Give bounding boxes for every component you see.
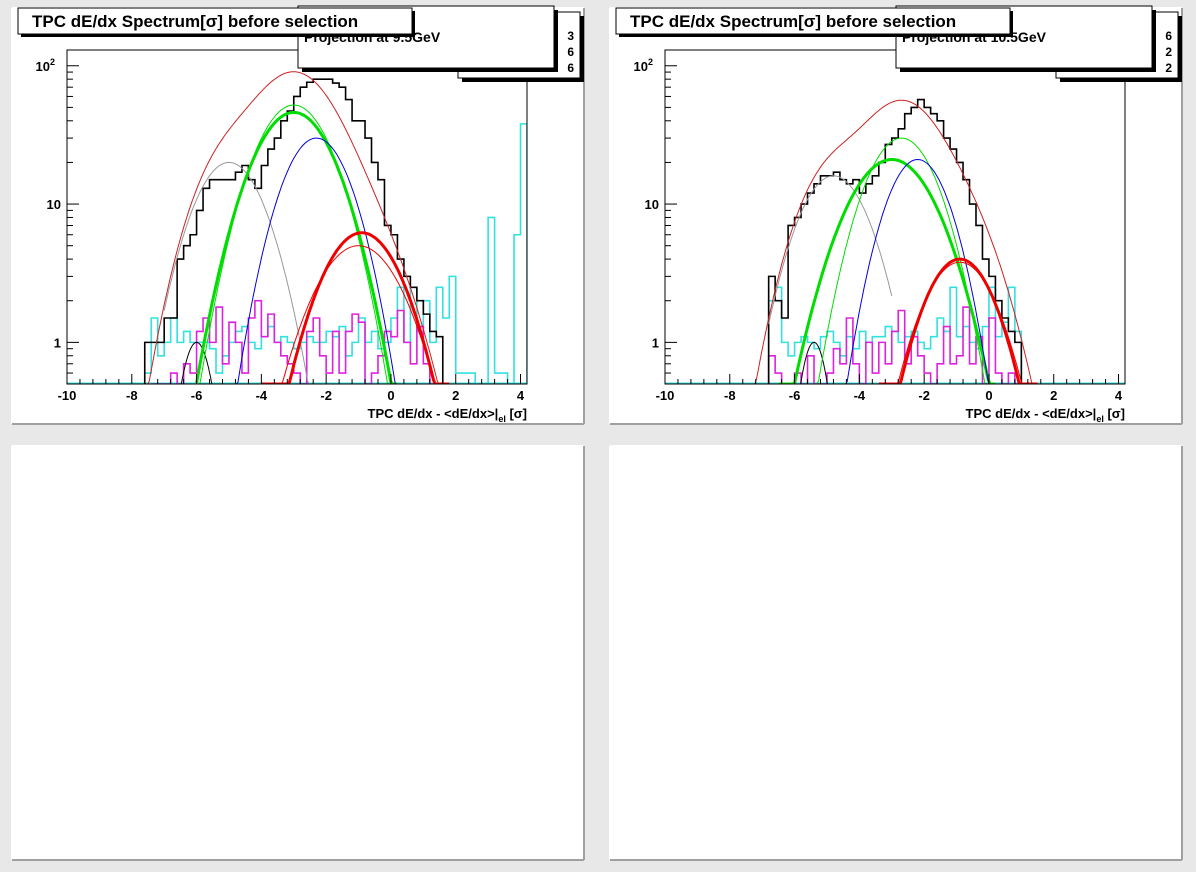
title-box xyxy=(17,7,413,35)
x-tick-label: 0 xyxy=(387,388,394,403)
x-axis-title: TPC dE/dx - <dE/dx>|el [σ] xyxy=(368,406,527,424)
stats-value: 2 xyxy=(1165,61,1172,75)
fit-curve-red-thick xyxy=(878,257,1038,384)
x-tick-label: -4 xyxy=(256,388,268,403)
x-axis: -10 -8 -6 -4 -2 0 2 4 xyxy=(656,374,1123,403)
fit-curve-gray xyxy=(768,175,893,325)
x-axis-title-unit: [σ] xyxy=(1104,406,1125,421)
x-axis-title-subscript: el xyxy=(1096,414,1104,424)
pad-background xyxy=(610,446,1182,860)
stats-value: 3 xyxy=(567,29,574,43)
fit-curve-gray xyxy=(163,161,310,384)
x-axis-title-unit: [σ] xyxy=(506,406,527,421)
x-tick-label: 4 xyxy=(517,388,525,403)
fit-curve-green-thick xyxy=(778,158,996,384)
fit-curve-red-thin xyxy=(878,261,1038,384)
stats-value: 2 xyxy=(1165,45,1172,59)
x-axis-title: TPC dE/dx - <dE/dx>|el [σ] xyxy=(966,406,1125,424)
fit-curve-blue xyxy=(833,158,999,384)
fit-curve-black xyxy=(791,341,834,384)
x-axis: -10 -8 -6 -4 -2 0 2 4 xyxy=(58,374,525,403)
x-tick-label: 4 xyxy=(1115,388,1123,403)
y-tick-exponent: 2 xyxy=(50,57,55,67)
histogram-magenta xyxy=(151,299,437,384)
fit-curve-blue xyxy=(229,137,408,384)
chart-title: TPC dE/dx Spectrum[σ] before selection xyxy=(32,12,358,31)
title-box xyxy=(615,7,1011,35)
fit-curve-black xyxy=(173,341,220,384)
x-tick-label: -10 xyxy=(58,388,77,403)
fit-curve-green-thin xyxy=(196,104,398,384)
x-tick-label: -6 xyxy=(789,388,801,403)
x-tick-label: 0 xyxy=(985,388,992,403)
x-tick-label: -2 xyxy=(320,388,332,403)
x-tick-label: -8 xyxy=(724,388,736,403)
y-tick-exponent: 2 xyxy=(648,57,653,67)
x-axis-title-main: TPC dE/dx - <dE/dx>| xyxy=(966,406,1097,421)
x-tick-label: 2 xyxy=(1050,388,1057,403)
chart-title: TPC dE/dx Spectrum[σ] before selection xyxy=(630,12,956,31)
plot-area xyxy=(665,98,1125,384)
x-tick-label: 2 xyxy=(452,388,459,403)
x-tick-label: -2 xyxy=(918,388,930,403)
pad-background xyxy=(12,446,584,860)
stats-value: 6 xyxy=(1165,29,1172,43)
x-axis-title-main: TPC dE/dx - <dE/dx>| xyxy=(368,406,499,421)
y-tick-label: 10 xyxy=(645,197,659,212)
x-tick-label: -10 xyxy=(656,388,675,403)
y-tick-label: 1 xyxy=(652,335,659,350)
fit-curve-green-thick xyxy=(195,110,398,384)
pad-bottom-left[interactable] xyxy=(11,445,585,861)
fit-curve-red-thick xyxy=(261,231,450,384)
fit-curve-total xyxy=(742,99,1048,384)
x-axis-title-subscript: el xyxy=(498,414,506,424)
y-tick-label: 1 xyxy=(54,335,61,350)
fit-curve-red-thin xyxy=(261,245,450,384)
pad-bottom-right[interactable] xyxy=(609,445,1183,861)
x-tick-label: -6 xyxy=(191,388,203,403)
stats-value: 6 xyxy=(567,61,574,75)
fit-curve-green-thin xyxy=(810,137,999,384)
plot-area xyxy=(67,71,527,384)
x-tick-label: -4 xyxy=(854,388,866,403)
x-tick-label: -8 xyxy=(126,388,138,403)
histogram-black xyxy=(143,78,444,384)
y-tick-label: 10 xyxy=(47,197,61,212)
stats-value: 6 xyxy=(567,45,574,59)
fit-curve-total xyxy=(144,71,450,384)
